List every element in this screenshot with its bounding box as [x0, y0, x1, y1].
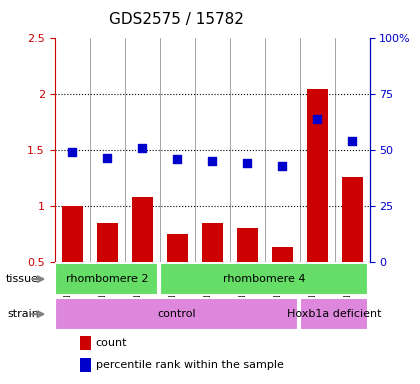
FancyBboxPatch shape [55, 263, 158, 295]
Bar [131, 197, 152, 317]
Point [209, 158, 215, 164]
FancyBboxPatch shape [160, 263, 368, 295]
Text: Hoxb1a deficient: Hoxb1a deficient [287, 309, 382, 319]
Bar [202, 222, 223, 317]
FancyBboxPatch shape [299, 298, 368, 330]
Point [69, 149, 76, 155]
Bar [341, 177, 362, 317]
Text: control: control [158, 309, 197, 319]
Bar [80, 359, 91, 372]
Text: count: count [96, 338, 127, 348]
Point [104, 155, 110, 161]
Bar [167, 233, 188, 317]
Bar [236, 228, 257, 317]
Text: strain: strain [7, 309, 39, 319]
Text: percentile rank within the sample: percentile rank within the sample [96, 360, 284, 370]
Point [349, 138, 355, 144]
FancyBboxPatch shape [55, 298, 298, 330]
Text: rhombomere 4: rhombomere 4 [223, 274, 306, 284]
Point [174, 156, 181, 162]
Bar [80, 336, 91, 349]
Bar [97, 222, 118, 317]
Point [139, 145, 145, 151]
Point [279, 162, 286, 169]
Text: tissue: tissue [6, 274, 39, 284]
Bar [62, 206, 83, 317]
Point [314, 116, 320, 122]
Bar [272, 247, 293, 317]
Text: GDS2575 / 15782: GDS2575 / 15782 [109, 12, 244, 26]
Point [244, 160, 250, 166]
Bar [307, 89, 328, 317]
Text: rhombomere 2: rhombomere 2 [66, 274, 148, 284]
